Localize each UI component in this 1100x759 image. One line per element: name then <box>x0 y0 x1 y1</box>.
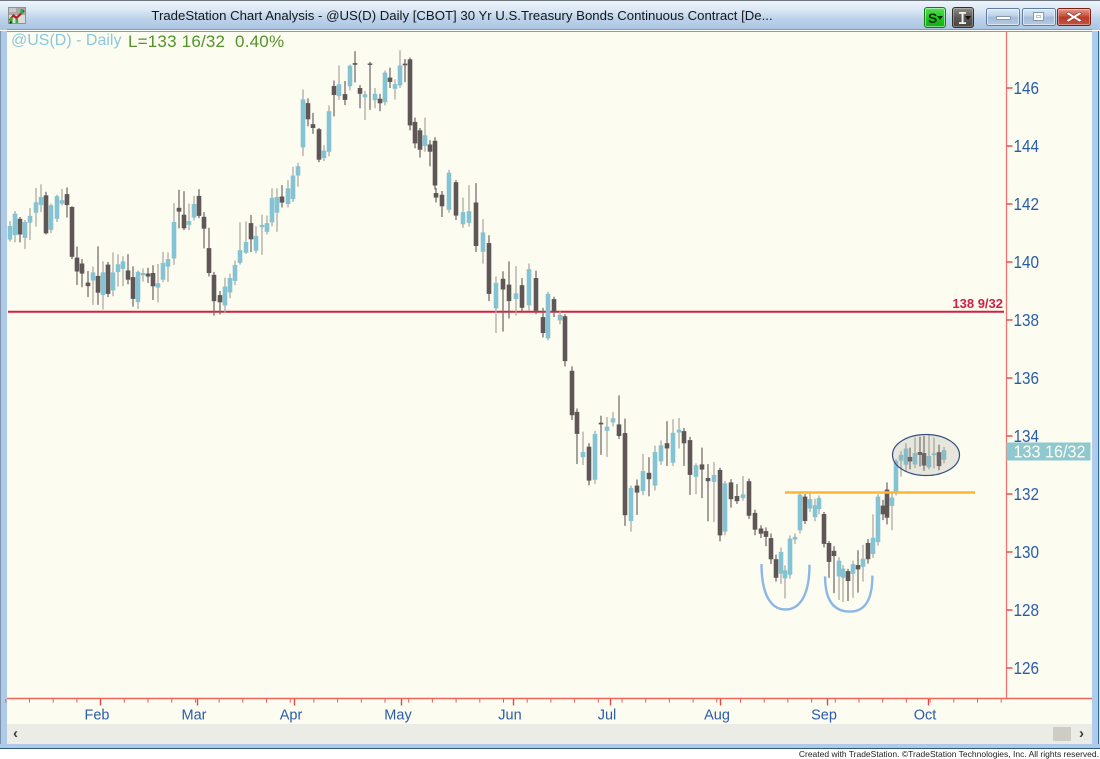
svg-text:138 9/32: 138 9/32 <box>952 296 1003 311</box>
svg-text:130: 130 <box>1014 542 1040 562</box>
svg-text:134: 134 <box>1014 426 1040 446</box>
svg-text:140: 140 <box>1014 252 1040 272</box>
svg-text:128: 128 <box>1014 600 1040 620</box>
svg-text:146: 146 <box>1014 78 1040 98</box>
svg-text:Feb: Feb <box>85 708 110 724</box>
svg-text:Oct: Oct <box>914 708 937 724</box>
svg-text:132: 132 <box>1014 484 1040 504</box>
svg-text:Mar: Mar <box>182 708 207 724</box>
svg-text:136: 136 <box>1014 368 1040 388</box>
svg-text:Apr: Apr <box>280 708 303 724</box>
svg-text:May: May <box>384 708 412 724</box>
svg-text:Aug: Aug <box>704 708 730 724</box>
svg-text:133 16/32: 133 16/32 <box>1014 442 1086 462</box>
svg-text:Jul: Jul <box>598 708 617 724</box>
svg-text:126: 126 <box>1014 658 1040 678</box>
svg-text:Jun: Jun <box>498 708 521 724</box>
svg-text:138: 138 <box>1014 310 1040 330</box>
svg-text:144: 144 <box>1014 136 1040 156</box>
svg-text:142: 142 <box>1014 194 1040 214</box>
svg-text:Sep: Sep <box>811 708 837 724</box>
